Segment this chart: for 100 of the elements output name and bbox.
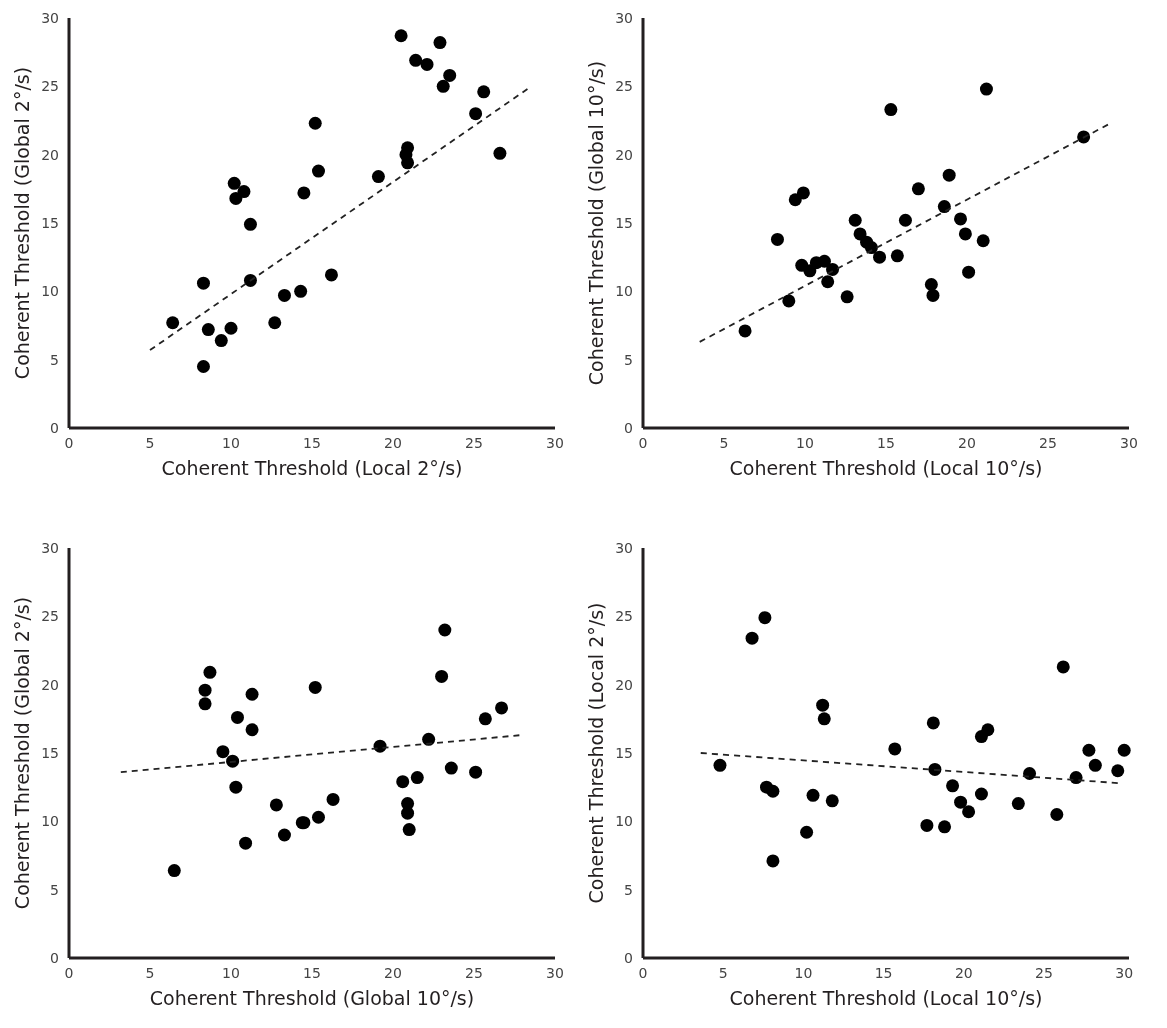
point <box>422 732 436 746</box>
y-tick-label: 20 <box>41 676 59 693</box>
point <box>942 168 956 182</box>
point <box>766 854 780 868</box>
y-tick-label: 0 <box>624 419 633 436</box>
point <box>926 288 940 302</box>
x-tick-label: 10 <box>794 965 813 981</box>
x-tick-label: 0 <box>638 965 648 981</box>
point <box>297 186 311 200</box>
x-axis-title: Coherent Threshold (Local 10°/s) <box>729 457 1043 479</box>
x-tick-label: 10 <box>222 435 240 451</box>
point <box>311 164 325 178</box>
x-tick-label: 10 <box>796 435 814 451</box>
x-tick-label: 30 <box>1120 435 1138 451</box>
point <box>920 818 934 832</box>
x-tick-label: 5 <box>145 435 155 451</box>
point <box>974 787 988 801</box>
y-axis-title: Coherent Threshold (Local 2°/s) <box>585 602 607 904</box>
point <box>1023 767 1037 780</box>
point <box>770 232 784 246</box>
point <box>873 250 887 264</box>
point <box>268 316 282 330</box>
point <box>308 116 322 130</box>
point <box>713 758 727 772</box>
point <box>224 321 238 335</box>
y-tick-label: 10 <box>41 283 59 300</box>
point <box>1011 797 1025 811</box>
y-tick-label: 0 <box>50 949 59 966</box>
y-tick-label: 15 <box>41 744 59 761</box>
point <box>294 284 308 298</box>
x-axis-title: Coherent Threshold (Local 2°/s) <box>161 457 463 479</box>
point <box>493 146 507 160</box>
point <box>443 68 457 82</box>
x-tick-label: 15 <box>303 965 321 981</box>
y-axis-title: Coherent Threshold (Global 2°/s) <box>11 66 33 380</box>
y-tick-label: 30 <box>615 9 633 26</box>
point <box>937 200 951 214</box>
point <box>758 611 772 625</box>
y-tick-label: 0 <box>50 419 59 436</box>
point <box>227 176 241 190</box>
point <box>229 191 243 205</box>
x-tick-label: 15 <box>303 435 321 451</box>
point <box>806 788 820 802</box>
y-tick-label: 20 <box>41 146 59 163</box>
point <box>243 217 257 231</box>
x-tick-label: 0 <box>64 965 74 981</box>
x-tick-label: 15 <box>874 965 893 981</box>
y-tick-label: 30 <box>41 9 59 26</box>
y-tick-label: 0 <box>624 949 633 966</box>
x-tick-label: 20 <box>384 965 402 981</box>
point <box>826 262 840 276</box>
point <box>311 810 325 824</box>
y-tick-label: 25 <box>41 78 59 95</box>
y-tick-label: 30 <box>615 539 633 556</box>
x-tick-label: 15 <box>877 435 895 451</box>
point <box>979 82 993 96</box>
x-tick-label: 30 <box>546 965 564 981</box>
point <box>888 742 902 756</box>
point <box>495 701 509 715</box>
x-tick-label: 10 <box>222 965 240 981</box>
x-tick-label: 25 <box>1039 435 1057 451</box>
point <box>410 771 424 785</box>
point <box>974 730 988 744</box>
point <box>229 780 243 794</box>
x-tick-label: 0 <box>638 435 648 451</box>
x-tick-label: 0 <box>64 435 74 451</box>
point <box>167 864 181 878</box>
point <box>1088 758 1102 772</box>
point <box>196 276 210 290</box>
point <box>198 697 212 711</box>
point <box>962 805 976 819</box>
y-tick-label: 15 <box>41 214 59 231</box>
point <box>884 103 898 117</box>
point <box>911 182 925 196</box>
point <box>420 57 434 71</box>
point <box>277 288 291 302</box>
point <box>954 212 968 226</box>
point <box>201 323 215 337</box>
point <box>444 761 458 775</box>
point <box>1056 660 1070 674</box>
point <box>308 680 322 694</box>
x-tick-label: 20 <box>954 965 973 981</box>
point <box>409 53 423 67</box>
x-tick-label: 20 <box>958 435 976 451</box>
point <box>817 254 831 268</box>
point <box>243 273 257 287</box>
point <box>436 79 450 93</box>
x-axis-title: Coherent Threshold (Global 10°/s) <box>149 987 475 1009</box>
point <box>402 823 416 837</box>
point <box>401 806 415 820</box>
point <box>890 249 904 263</box>
point <box>245 723 259 737</box>
point <box>976 234 990 248</box>
point <box>958 227 972 241</box>
y-tick-label: 25 <box>615 608 633 625</box>
x-tick-label: 5 <box>719 435 729 451</box>
x-tick-label: 25 <box>465 965 483 981</box>
y-tick-label: 10 <box>41 813 59 830</box>
y-tick-label: 5 <box>624 881 633 898</box>
point <box>817 712 831 726</box>
